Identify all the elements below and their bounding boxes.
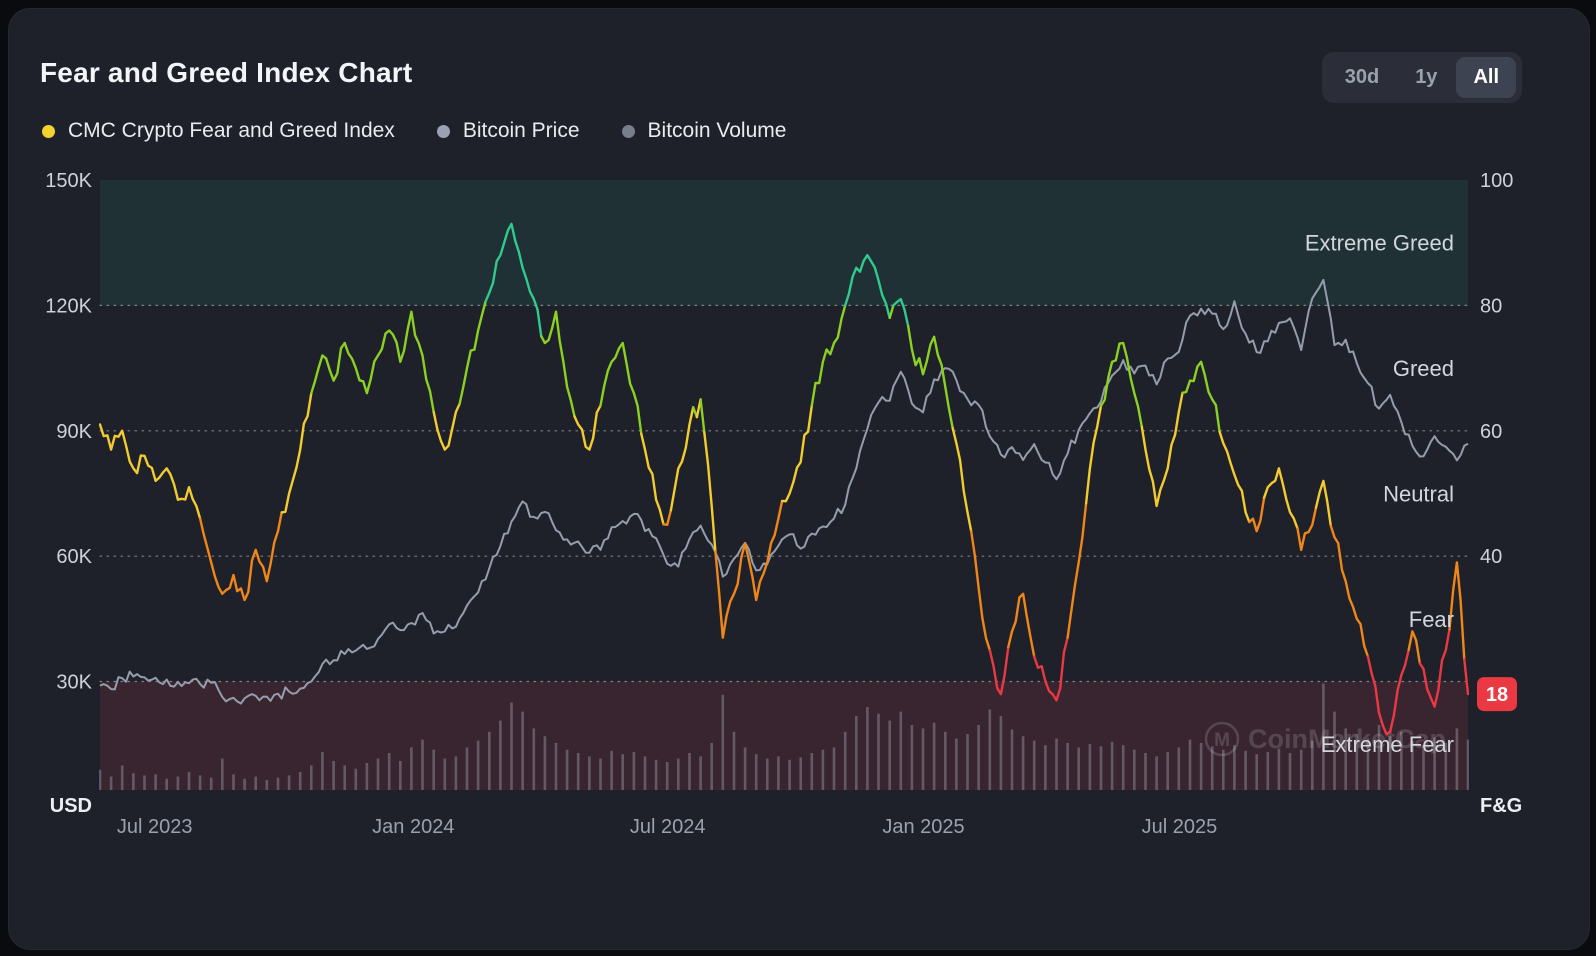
svg-text:Extreme Greed: Extreme Greed <box>1305 231 1454 256</box>
right-axis-labels: 100 80 60 40 F&G <box>1480 170 1522 817</box>
svg-text:60K: 60K <box>56 546 92 568</box>
legend-label: Bitcoin Volume <box>647 119 787 142</box>
range-button-all[interactable]: All <box>1456 57 1516 98</box>
svg-text:M: M <box>1214 730 1230 751</box>
range-button-30d[interactable]: 30d <box>1328 57 1396 98</box>
current-value-badge: 18 <box>1477 677 1517 712</box>
svg-text:40: 40 <box>1480 546 1502 568</box>
svg-text:18: 18 <box>1486 684 1508 706</box>
x-axis-labels: Jul 2023 Jan 2024 Jul 2024 Jan 2025 Jul 2025 <box>117 816 1217 838</box>
bitcoin-volume-bars <box>99 683 1469 790</box>
bitcoin-price-line <box>99 278 1469 705</box>
svg-text:90K: 90K <box>56 421 92 443</box>
chart-zones <box>100 180 1468 790</box>
fear-greed-line <box>99 222 1469 736</box>
svg-text:Jan 2025: Jan 2025 <box>882 816 964 838</box>
left-axis-labels: 150K 120K 90K 60K 30K USD <box>45 170 92 817</box>
svg-text:100: 100 <box>1480 170 1513 192</box>
svg-text:120K: 120K <box>45 295 92 317</box>
svg-text:150K: 150K <box>45 170 92 192</box>
svg-text:Neutral: Neutral <box>1383 482 1454 507</box>
legend-item-bitcoin-price[interactable]: Bitcoin Price <box>436 119 580 143</box>
svg-text:F&G: F&G <box>1480 795 1522 817</box>
range-selector: 30d 1y All <box>1321 52 1522 103</box>
svg-text:80: 80 <box>1480 295 1502 317</box>
legend-dot-icon <box>436 124 450 138</box>
chart-legend: CMC Crypto Fear and Greed Index Bitcoin … <box>42 119 786 143</box>
svg-text:Fear: Fear <box>1409 607 1454 632</box>
legend-item-fear-greed-index[interactable]: CMC Crypto Fear and Greed Index <box>42 119 395 143</box>
gridlines <box>99 304 1469 683</box>
coinmarketcap-watermark: M CoinMarketCap <box>1204 721 1446 757</box>
svg-text:USD: USD <box>50 795 92 817</box>
svg-text:Greed: Greed <box>1393 356 1454 381</box>
extreme-greed-zone <box>100 180 1468 306</box>
svg-text:Jan 2024: Jan 2024 <box>372 816 454 838</box>
svg-text:Jul 2025: Jul 2025 <box>1142 816 1218 838</box>
legend-item-bitcoin-volume[interactable]: Bitcoin Volume <box>621 119 787 143</box>
svg-text:Extreme Fear: Extreme Fear <box>1321 732 1454 757</box>
svg-text:60: 60 <box>1480 421 1502 443</box>
svg-text:Jul 2024: Jul 2024 <box>630 816 706 838</box>
legend-label: Bitcoin Price <box>462 119 580 142</box>
fear-greed-chart-card <box>8 8 1590 950</box>
zone-labels: Extreme Greed Greed Neutral Fear Extreme Fea… <box>1305 231 1454 758</box>
extreme-fear-zone <box>100 681 1468 790</box>
svg-text:Jul 2023: Jul 2023 <box>117 816 193 838</box>
legend-dot-icon <box>42 124 55 138</box>
page-title: Fear and Greed Index Chart <box>40 57 413 88</box>
legend-label: CMC Crypto Fear and Greed Index <box>68 119 395 142</box>
range-button-1y[interactable]: 1y <box>1398 57 1454 98</box>
svg-text:CoinMarketCap: CoinMarketCap <box>1248 724 1446 754</box>
svg-text:30K: 30K <box>56 672 92 694</box>
legend-dot-icon <box>621 124 635 138</box>
